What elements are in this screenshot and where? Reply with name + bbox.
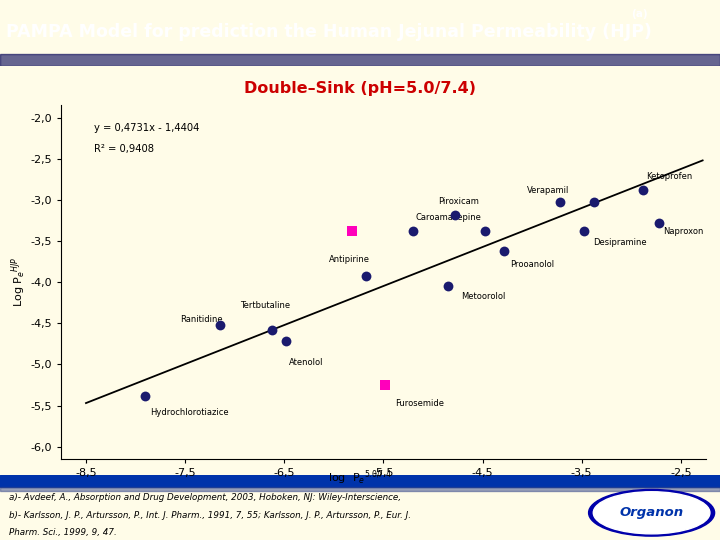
Text: Prooanolol: Prooanolol [510,260,554,268]
Text: Double–Sink (pH=5.0/7.4): Double–Sink (pH=5.0/7.4) [244,81,476,96]
Text: Furosemide: Furosemide [395,400,444,408]
Point [266,326,278,334]
Text: Piroxicam: Piroxicam [438,197,479,206]
Bar [0,54,720,66]
Point [140,392,151,400]
Point [588,197,599,206]
Point [498,247,510,255]
Point [479,227,490,235]
Text: Ranitidine: Ranitidine [180,315,222,323]
Point [554,197,566,206]
Point [449,211,461,219]
Point [408,227,419,235]
Ellipse shape [588,489,714,536]
Text: Caroamazepine: Caroamazepine [415,213,481,222]
Text: Naproxon: Naproxon [663,227,703,235]
Point [360,271,372,280]
Text: Hydrochlorotiazice: Hydrochlorotiazice [150,408,229,417]
Text: Pharm. Sci., 1999, 9, 47.: Pharm. Sci., 1999, 9, 47. [9,528,117,537]
Text: Metoorolol: Metoorolol [461,293,505,301]
Text: a)- Avdeef, A., Absorption and Drug Development, 2003, Hoboken, NJ: Wiley-Inters: a)- Avdeef, A., Absorption and Drug Deve… [9,494,400,502]
Point [653,219,665,227]
Point [346,227,357,235]
Text: Desipramine: Desipramine [593,238,647,247]
Text: Antipirine: Antipirine [329,255,370,264]
Text: y = 0,4731x - 1,4404: y = 0,4731x - 1,4404 [94,123,199,132]
Point [442,282,454,291]
Text: Atenolol: Atenolol [289,358,324,367]
Text: b)- Karlsson, J. P., Artursson, P., Int. J. Pharm., 1991, 7, 55; Karlsson, J. P.: b)- Karlsson, J. P., Artursson, P., Int.… [9,511,410,521]
Text: Organon: Organon [619,507,684,519]
Text: Verapamil: Verapamil [527,186,570,194]
Point [637,186,649,194]
Point [578,227,590,235]
Point [214,321,225,329]
Text: Ketoprofen: Ketoprofen [646,172,693,181]
Bar [0,475,720,487]
Bar [0,487,720,491]
Text: log  P$_e$$^{5.0/7.4}$: log P$_e$$^{5.0/7.4}$ [328,469,392,487]
Text: PAMPA Model for prediction the Human Jejunal Permeability (HJP): PAMPA Model for prediction the Human Jej… [6,23,652,40]
Y-axis label: Log P$_e$$^{HJP}$: Log P$_e$$^{HJP}$ [9,257,28,307]
Text: R² = 0,9408: R² = 0,9408 [94,144,154,154]
Text: (a): (a) [631,10,647,19]
Point [379,381,391,389]
Point [281,337,292,346]
Text: Tertbutaline: Tertbutaline [240,301,289,309]
Ellipse shape [593,492,710,534]
